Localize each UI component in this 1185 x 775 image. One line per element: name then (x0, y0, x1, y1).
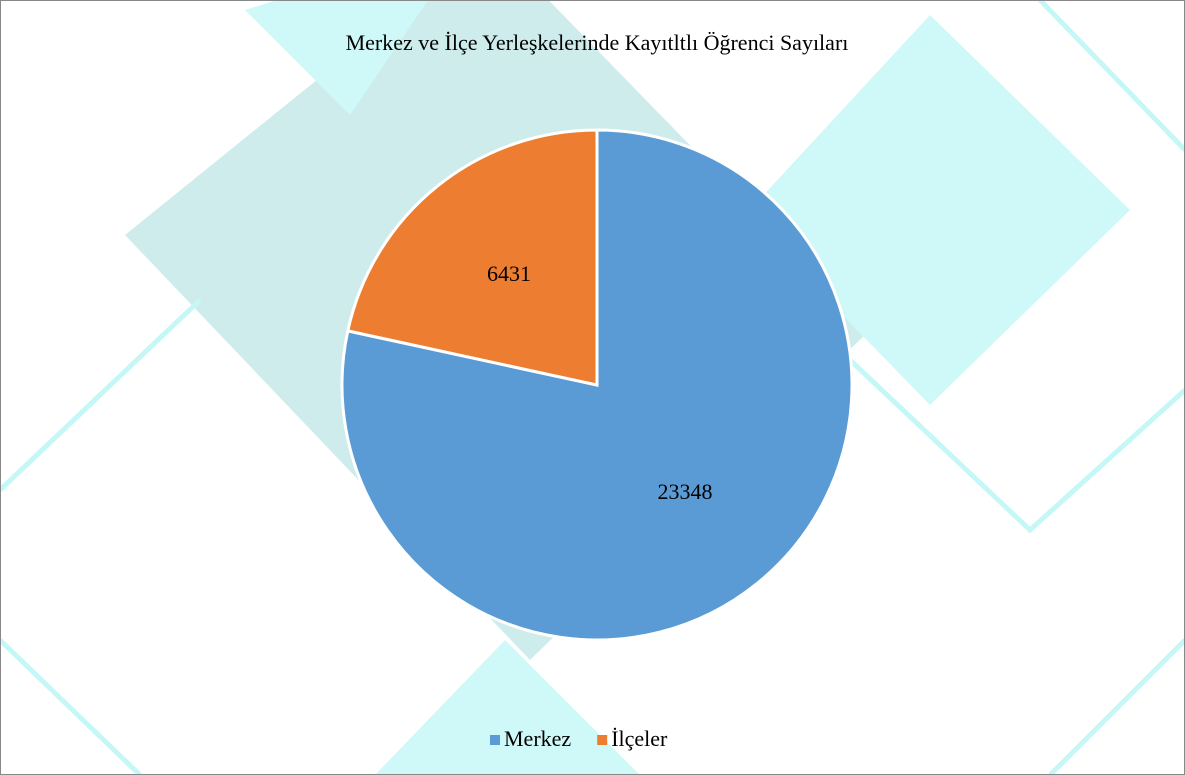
legend-label: Merkez (504, 726, 571, 751)
legend-swatch (597, 735, 608, 745)
pie-slice (340, 128, 854, 642)
data-label: 6431 (487, 261, 531, 286)
chart-title: Merkez ve İlçe Yerleşkelerinde Kayıtltlı… (346, 30, 849, 55)
pie-slice (346, 128, 599, 387)
data-label: 23348 (658, 479, 713, 504)
legend-swatch (490, 735, 500, 745)
legend-label: İlçeler (611, 726, 668, 751)
